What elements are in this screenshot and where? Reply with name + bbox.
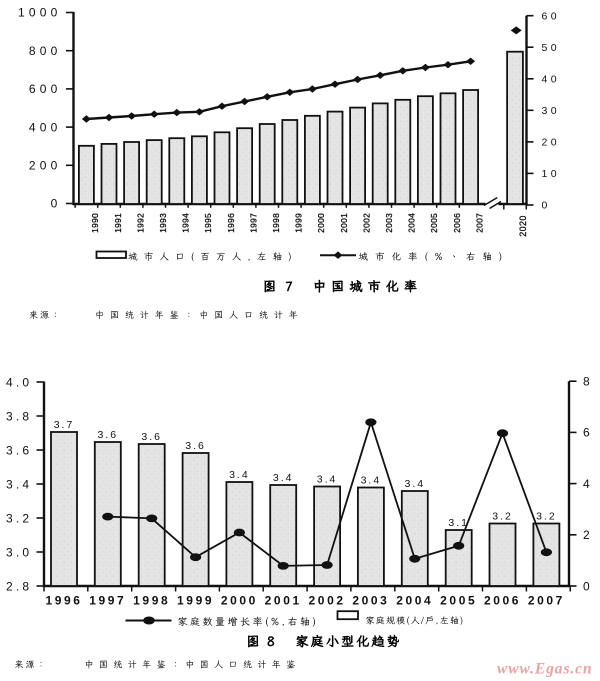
svg-text:2001: 2001 — [265, 594, 302, 608]
svg-text:0: 0 — [583, 579, 590, 593]
svg-text:1996: 1996 — [226, 213, 236, 233]
svg-text:3.2: 3.2 — [536, 511, 557, 523]
svg-text:800: 800 — [29, 44, 62, 58]
svg-text:3.4: 3.4 — [404, 478, 425, 490]
svg-text:10: 10 — [542, 168, 560, 180]
svg-text:2006: 2006 — [484, 594, 521, 608]
svg-text:20: 20 — [542, 137, 560, 149]
svg-text:2.8: 2.8 — [6, 579, 32, 593]
svg-text:1994: 1994 — [181, 213, 191, 233]
svg-text:2020: 2020 — [518, 215, 528, 237]
svg-text:4.0: 4.0 — [6, 375, 32, 389]
svg-text:2: 2 — [583, 528, 590, 542]
svg-text:3.1: 3.1 — [448, 517, 469, 529]
svg-text:3.6: 3.6 — [141, 431, 162, 443]
svg-text:4: 4 — [583, 477, 590, 491]
svg-text:200: 200 — [29, 159, 62, 173]
svg-text:3.4: 3.4 — [361, 475, 382, 487]
svg-text:2007: 2007 — [528, 594, 565, 608]
svg-text:2000: 2000 — [316, 213, 326, 233]
svg-text:1991: 1991 — [113, 213, 123, 233]
svg-text:1999: 1999 — [177, 594, 214, 608]
svg-text:0: 0 — [542, 200, 551, 212]
svg-text:2004: 2004 — [407, 213, 417, 233]
svg-text:6: 6 — [583, 426, 590, 440]
svg-text:1990: 1990 — [90, 213, 100, 233]
svg-text:1992: 1992 — [135, 213, 145, 233]
svg-text:50: 50 — [542, 42, 560, 54]
svg-text:1995: 1995 — [203, 213, 213, 233]
svg-text:1993: 1993 — [158, 213, 168, 233]
svg-text:30: 30 — [542, 105, 560, 117]
svg-text:3.6: 3.6 — [6, 443, 32, 457]
svg-text:3.4: 3.4 — [229, 469, 250, 481]
svg-text:3.2: 3.2 — [6, 511, 32, 525]
svg-text:2004: 2004 — [396, 594, 433, 608]
svg-text:8: 8 — [583, 375, 590, 389]
svg-text:3.7: 3.7 — [54, 419, 75, 431]
svg-text:2007: 2007 — [474, 213, 484, 233]
svg-text:3.8: 3.8 — [6, 409, 32, 423]
svg-text:400: 400 — [29, 120, 62, 134]
svg-text:1999: 1999 — [294, 213, 304, 233]
svg-text:2006: 2006 — [452, 213, 462, 233]
svg-text:www.Egas.cn: www.Egas.cn — [497, 661, 592, 678]
svg-text:2001: 2001 — [339, 213, 349, 233]
svg-text:1996: 1996 — [45, 594, 82, 608]
svg-text:1997: 1997 — [248, 213, 258, 233]
svg-text:40: 40 — [542, 73, 560, 85]
svg-text:3.6: 3.6 — [185, 440, 206, 452]
svg-text:1998: 1998 — [271, 213, 281, 233]
svg-text:2002: 2002 — [309, 594, 346, 608]
svg-text:0: 0 — [51, 197, 62, 211]
svg-text:1997: 1997 — [89, 594, 126, 608]
svg-text:2003: 2003 — [384, 213, 394, 233]
svg-text:2003: 2003 — [352, 594, 389, 608]
svg-text:1998: 1998 — [133, 594, 170, 608]
svg-text:2005: 2005 — [440, 594, 477, 608]
svg-text:3.4: 3.4 — [6, 477, 32, 491]
svg-text:2002: 2002 — [361, 213, 371, 233]
svg-text:2005: 2005 — [429, 213, 439, 233]
svg-text:60: 60 — [542, 10, 560, 22]
svg-text:3.4: 3.4 — [317, 474, 338, 486]
svg-text:3.2: 3.2 — [492, 511, 513, 523]
svg-text:1000: 1000 — [18, 6, 62, 20]
svg-text:600: 600 — [29, 82, 62, 96]
svg-text:3.0: 3.0 — [6, 545, 32, 559]
svg-text:3.6: 3.6 — [97, 429, 118, 441]
svg-text:3.4: 3.4 — [273, 472, 294, 484]
svg-text:2000: 2000 — [221, 594, 258, 608]
